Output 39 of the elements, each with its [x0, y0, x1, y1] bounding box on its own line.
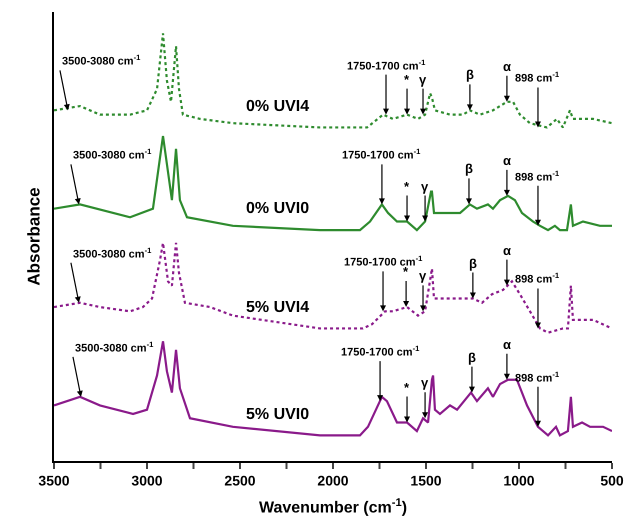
annotation: 1750-1700 cm$^{-1}$ — [341, 344, 420, 359]
annotation: 1750-1700 cm$^{-1}$ — [342, 147, 422, 162]
annotation: α — [503, 243, 511, 258]
x-tick-label: 2000 — [317, 472, 349, 489]
annotation: 3500-3080 cm$^{-1}$ — [75, 340, 154, 355]
annotation: β — [466, 67, 474, 82]
series-label: 5% UVI0 — [246, 406, 310, 423]
x-tick-label: 1000 — [503, 472, 535, 489]
annotation: 3500-3080 cm$^{-1}$ — [73, 246, 152, 261]
annotation: β — [469, 256, 477, 271]
series-label: 0% UVI4 — [246, 98, 310, 115]
annotation: 3500-3080 cm$^{-1}$ — [73, 147, 152, 162]
x-tick-label: 3500 — [38, 472, 70, 489]
x-tick-label: 3000 — [131, 472, 163, 489]
x-tick-label: 500 — [600, 472, 624, 489]
x-axis-title: Wavenumber (cm$^{-1}$) — [258, 497, 408, 517]
annotation: γ — [419, 72, 427, 87]
annotation: γ — [421, 179, 429, 194]
annotation: β — [468, 350, 476, 365]
annotation: 898 cm$^{-1}$ — [515, 70, 560, 85]
annotation: * — [404, 179, 410, 194]
annotation: 3500-3080 cm$^{-1}$ — [62, 53, 142, 68]
annotation: α — [503, 153, 511, 168]
annotation: γ — [419, 268, 427, 283]
annotation: α — [503, 59, 511, 74]
x-tick-label: 1500 — [410, 472, 442, 489]
annotation: 898 cm$^{-1}$ — [515, 271, 560, 286]
y-axis-title: Absorbance — [24, 187, 44, 286]
annotation: β — [465, 161, 473, 176]
annotation: 898 cm$^{-1}$ — [515, 370, 560, 385]
annotation: γ — [421, 375, 429, 390]
annotation: * — [404, 380, 410, 395]
annotation: 1750-1700 cm$^{-1}$ — [347, 58, 426, 73]
x-tick-label: 2500 — [224, 472, 256, 489]
annotation: 898 cm$^{-1}$ — [515, 169, 560, 184]
series-label: 0% UVI0 — [246, 200, 310, 217]
annotation: α — [503, 337, 511, 352]
series-label: 5% UVI4 — [246, 299, 310, 316]
annotation: * — [404, 72, 410, 87]
